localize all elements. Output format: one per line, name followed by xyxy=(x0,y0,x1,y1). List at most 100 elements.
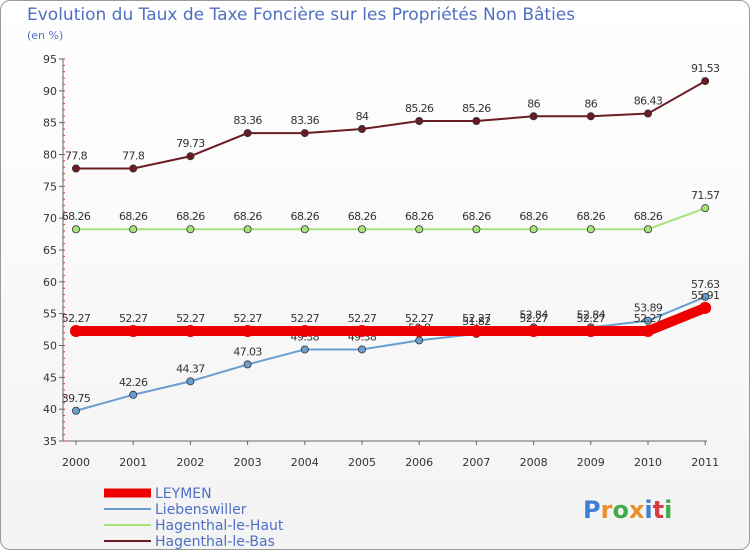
x-tick-label: 2008 xyxy=(520,456,548,469)
data-label-leymen: 55.91 xyxy=(691,289,720,302)
data-point-hagenthal-le-haut xyxy=(129,225,138,234)
x-tick-label: 2006 xyxy=(405,456,433,469)
data-label-hagenthal-le-haut: 68.26 xyxy=(291,210,320,223)
data-point-hagenthal-le-bas xyxy=(357,125,366,134)
legend-label-hagenthal-le-haut: Hagenthal-le-Haut xyxy=(155,518,284,534)
legend-label-liebenswiller: Liebenswiller xyxy=(155,502,247,518)
data-point-hagenthal-le-bas xyxy=(186,152,195,161)
data-label-liebenswiller: 44.37 xyxy=(176,362,205,375)
data-label-liebenswiller: 57.63 xyxy=(691,278,720,291)
y-tick-label: 75 xyxy=(43,180,57,193)
y-axis-unit-label: (en %) xyxy=(27,29,64,42)
data-point-leymen xyxy=(699,301,712,314)
data-point-hagenthal-le-haut xyxy=(186,225,195,234)
y-tick-label: 40 xyxy=(43,403,57,416)
data-point-leymen xyxy=(584,325,597,338)
data-label-leymen: 52.27 xyxy=(577,312,606,325)
x-tick-label: 2007 xyxy=(462,456,490,469)
data-label-hagenthal-le-haut: 68.26 xyxy=(405,210,434,223)
data-label-leymen: 52.27 xyxy=(119,312,148,325)
data-label-hagenthal-le-haut: 68.26 xyxy=(577,210,606,223)
x-tick-label: 2010 xyxy=(634,456,662,469)
series-line-leymen xyxy=(71,302,711,337)
data-label-hagenthal-le-haut: 68.26 xyxy=(519,210,548,223)
data-label-hagenthal-le-bas: 83.36 xyxy=(233,114,262,127)
data-label-hagenthal-le-haut: 68.26 xyxy=(62,210,91,223)
data-point-hagenthal-le-haut xyxy=(701,204,710,213)
data-label-hagenthal-le-haut: 68.26 xyxy=(119,210,148,223)
data-point-leymen xyxy=(184,325,197,338)
y-tick-label: 85 xyxy=(43,117,57,130)
data-label-hagenthal-le-bas: 77.8 xyxy=(65,150,88,163)
data-point-leymen xyxy=(470,325,483,338)
data-label-leymen: 52.27 xyxy=(462,312,491,325)
data-point-hagenthal-le-bas xyxy=(529,112,538,121)
data-point-hagenthal-le-bas xyxy=(644,109,653,118)
data-label-liebenswiller: 53.89 xyxy=(634,302,663,315)
logo-letter: x xyxy=(629,496,645,524)
logo-letter: i xyxy=(664,496,672,524)
data-point-liebenswiller xyxy=(186,377,195,386)
series-line-hagenthal-le-bas xyxy=(75,80,707,170)
x-tick-label: 2011 xyxy=(691,456,719,469)
data-label-hagenthal-le-haut: 68.26 xyxy=(176,210,205,223)
x-tick-label: 2003 xyxy=(234,456,262,469)
logo-letter: P xyxy=(583,496,601,524)
data-label-hagenthal-le-bas: 86 xyxy=(527,97,540,110)
legend-label-leymen: LEYMEN xyxy=(155,486,212,502)
y-tick-label: 65 xyxy=(43,244,57,257)
series-leymen: 52.27 52.27 52.27 52.27 52.27 52.27 52.27 52.27… xyxy=(62,289,720,338)
data-label-leymen: 52.27 xyxy=(405,312,434,325)
data-label-hagenthal-le-bas: 77.8 xyxy=(122,150,145,163)
x-tick-label: 2000 xyxy=(62,456,90,469)
data-point-hagenthal-le-haut xyxy=(472,225,481,234)
data-point-hagenthal-le-bas xyxy=(243,129,252,138)
data-label-leymen: 52.27 xyxy=(291,312,320,325)
data-label-hagenthal-le-bas: 86 xyxy=(584,97,597,110)
y-tick-label: 90 xyxy=(43,85,57,98)
y-tick-label: 95 xyxy=(43,53,57,66)
data-point-liebenswiller xyxy=(701,292,710,301)
proxiti-logo: Proxiti xyxy=(583,496,672,524)
data-point-liebenswiller xyxy=(644,316,653,325)
data-label-liebenswiller: 39.75 xyxy=(62,392,91,405)
data-point-leymen xyxy=(413,325,426,338)
data-point-hagenthal-le-bas xyxy=(586,112,595,121)
data-point-hagenthal-le-haut xyxy=(357,225,366,234)
data-label-liebenswiller: 52.84 xyxy=(519,308,548,321)
x-tick-label: 2009 xyxy=(577,456,605,469)
data-label-hagenthal-le-bas: 85.26 xyxy=(405,102,434,115)
data-point-leymen xyxy=(127,325,140,338)
data-label-liebenswiller: 47.03 xyxy=(233,345,262,358)
data-point-liebenswiller xyxy=(357,345,366,354)
data-label-hagenthal-le-bas: 83.36 xyxy=(291,114,320,127)
data-label-leymen: 52.27 xyxy=(233,312,262,325)
data-point-leymen xyxy=(356,325,368,338)
data-label-liebenswiller: 51.82 xyxy=(462,315,491,328)
data-label-hagenthal-le-bas: 86.43 xyxy=(634,95,663,108)
y-tick-label: 60 xyxy=(43,276,57,289)
data-point-liebenswiller xyxy=(129,390,138,399)
y-tick-label: 50 xyxy=(43,340,57,353)
data-label-hagenthal-le-bas: 79.73 xyxy=(176,137,205,150)
logo-letter: r xyxy=(601,496,613,524)
data-point-hagenthal-le-haut xyxy=(300,225,309,234)
data-point-hagenthal-le-bas xyxy=(300,129,309,138)
data-label-hagenthal-le-haut: 68.26 xyxy=(233,210,262,223)
series-hagenthal-le-bas: 77.8 77.8 79.73 83.36 83.36 84 85.26 85.26 86 86 8… xyxy=(65,62,721,173)
data-point-hagenthal-le-haut xyxy=(644,225,653,234)
data-point-liebenswiller xyxy=(72,406,81,415)
series-hagenthal-le-haut: 68.26 68.26 68.26 68.26 68.26 68.26 68.26 68.26… xyxy=(62,189,721,234)
y-tick-label: 35 xyxy=(43,435,57,448)
y-tick-label: 55 xyxy=(43,308,57,321)
x-tick-label: 2001 xyxy=(119,456,147,469)
series-layer: 77.8 77.8 79.73 83.36 83.36 84 85.26 85.26 86 86 8… xyxy=(62,62,721,415)
data-label-leymen: 52.27 xyxy=(348,312,377,325)
data-label-leymen: 52.27 xyxy=(62,312,91,325)
logo-letter: i xyxy=(644,496,652,524)
data-point-hagenthal-le-bas xyxy=(701,77,710,86)
data-label-liebenswiller: 52.84 xyxy=(577,308,606,321)
data-label-hagenthal-le-bas: 84 xyxy=(356,110,369,123)
data-point-hagenthal-le-bas xyxy=(72,164,81,173)
